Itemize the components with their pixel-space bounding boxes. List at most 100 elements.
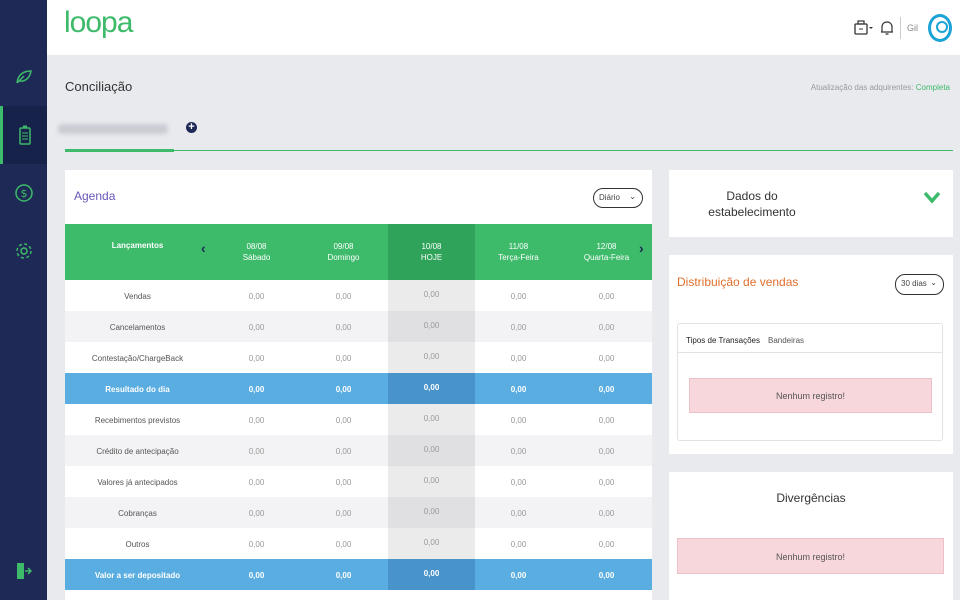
sync-status-value: Completa [915,83,950,92]
chevron-right-icon[interactable]: › [639,240,644,256]
sidebar: $ [0,0,47,600]
today-cell-highlight [388,342,475,373]
table-cell: 0,00 [248,292,265,301]
chevron-left-icon[interactable]: ‹ [201,240,206,256]
tab-brands[interactable]: Bandeiras [768,336,805,345]
table-cell: 0,00 [423,290,440,299]
today-cell-highlight [388,559,475,590]
table-row: Contestação/ChargeBack 0,00 0,00 0,00 0,00 0,… [65,342,652,373]
table-cell: 0,00 [423,476,440,485]
table-cell: 0,00 [598,385,615,394]
table-cell: 0,00 [335,509,352,518]
agenda-grid: Vendas 0,00 0,00 0,00 0,00 0,00 Cancelamentos 0… [65,280,652,590]
row-label: Contestação/ChargeBack [91,354,184,363]
user-name[interactable]: Gil [907,22,918,33]
tab-active-indicator [65,149,174,152]
table-cell: 0,00 [335,478,352,487]
today-cell-highlight [388,435,475,466]
table-cell: 0,00 [335,354,352,363]
table-cell: 0,00 [335,571,352,580]
agenda-period-select[interactable]: Diário ⌄ [593,188,643,208]
add-tab-button[interactable]: + [186,122,197,133]
sync-status: Atualização das adquirentes: Completa [811,83,950,92]
column-date: 09/08 [333,242,354,251]
table-cell: 0,00 [598,323,615,332]
bell-icon[interactable] [880,20,894,36]
distribution-empty-message: Nenhum registro! [689,378,932,413]
agenda-column-header: 10/08 HOJE [388,241,475,263]
table-row: Valor a ser depositado 0,00 0,00 0,00 0,00 0,… [65,559,652,590]
column-day: HOJE [420,253,443,262]
table-cell: 0,00 [423,538,440,547]
agenda-column-header: 11/08 Terça-Feira [475,241,562,263]
table-cell: 0,00 [598,571,615,580]
avatar[interactable] [928,13,952,42]
column-date: 12/08 [596,242,617,251]
table-cell: 0,00 [248,540,265,549]
table-cell: 0,00 [423,321,440,330]
table-cell: 0,00 [248,385,265,394]
table-cell: 0,00 [510,354,527,363]
today-cell-highlight [388,311,475,342]
chevron-down-icon: ⌄ [629,192,636,201]
table-cell: 0,00 [248,354,265,363]
logout-icon [16,563,32,579]
briefcase-menu-icon[interactable] [854,19,874,36]
table-cell: 0,00 [510,323,527,332]
sidebar-item-conciliation[interactable] [0,48,47,106]
divergences-empty-message: Nenhum registro! [677,538,944,574]
sidebar-item-logout[interactable] [0,542,47,600]
distribution-tabs: Tipos de Transações Bandeiras [678,324,942,353]
agenda-column-header: 12/08 Quarta-Feira [563,241,650,263]
table-cell: 0,00 [598,478,615,487]
row-label: Outros [125,540,150,549]
row-label: Cobranças [118,509,157,518]
column-day: Terça-Feira [498,253,539,262]
sidebar-item-finance[interactable]: $ [0,164,47,222]
agenda-column-header: 08/08 Sábado [213,241,300,263]
table-row: Vendas 0,00 0,00 0,00 0,00 0,00 [65,280,652,311]
agenda-card: Agenda Diário ⌄ Lançamentos ‹ › 08/08 Sáb… [65,170,652,600]
table-cell: 0,00 [335,416,352,425]
column-date: 10/08 [421,242,442,251]
distribution-period-select[interactable]: 30 dias ⌄ [895,274,944,295]
establishment-card[interactable]: Dados do estabelecimento [669,170,953,237]
distribution-period-value: 30 dias [901,279,927,288]
tab-establishment[interactable] [58,124,168,134]
chevron-down-icon[interactable] [923,190,941,209]
table-cell: 0,00 [598,292,615,301]
table-cell: 0,00 [248,323,265,332]
sales-distribution-title: Distribuição de vendas [677,275,799,289]
table-cell: 0,00 [598,354,615,363]
logo: loopa [64,6,133,39]
divergences-card: Divergências Nenhum registro! [669,472,953,600]
table-row: Cobranças 0,00 0,00 0,00 0,00 0,00 [65,497,652,528]
tab-transaction-types[interactable]: Tipos de Transações [686,336,760,345]
dollar-icon: $ [14,184,33,202]
table-cell: 0,00 [248,509,265,518]
table-cell: 0,00 [510,540,527,549]
sync-label: Atualização das adquirentes: [810,83,914,92]
row-label: Recebimentos previstos [94,416,181,425]
table-cell: 0,00 [248,571,265,580]
table-cell: 0,00 [423,352,440,361]
today-column-highlight [388,224,475,280]
table-cell: 0,00 [423,414,440,423]
agenda-title: Agenda [74,189,116,203]
table-cell: 0,00 [510,447,527,456]
table-cell: 0,00 [248,478,265,487]
tabs-divider [65,150,953,151]
sidebar-item-settings[interactable] [0,222,47,280]
table-cell: 0,00 [335,385,352,394]
row-label: Resultado do dia [105,385,170,394]
table-cell: 0,00 [423,569,440,578]
column-day: Sábado [242,253,271,262]
column-date: 08/08 [246,242,267,251]
chevron-down-icon: ⌄ [930,278,937,287]
table-cell: 0,00 [598,509,615,518]
today-cell-highlight [388,404,475,435]
today-cell-highlight [388,528,475,559]
sidebar-item-wallet[interactable] [0,106,47,164]
today-cell-highlight [388,280,475,311]
table-cell: 0,00 [335,540,352,549]
